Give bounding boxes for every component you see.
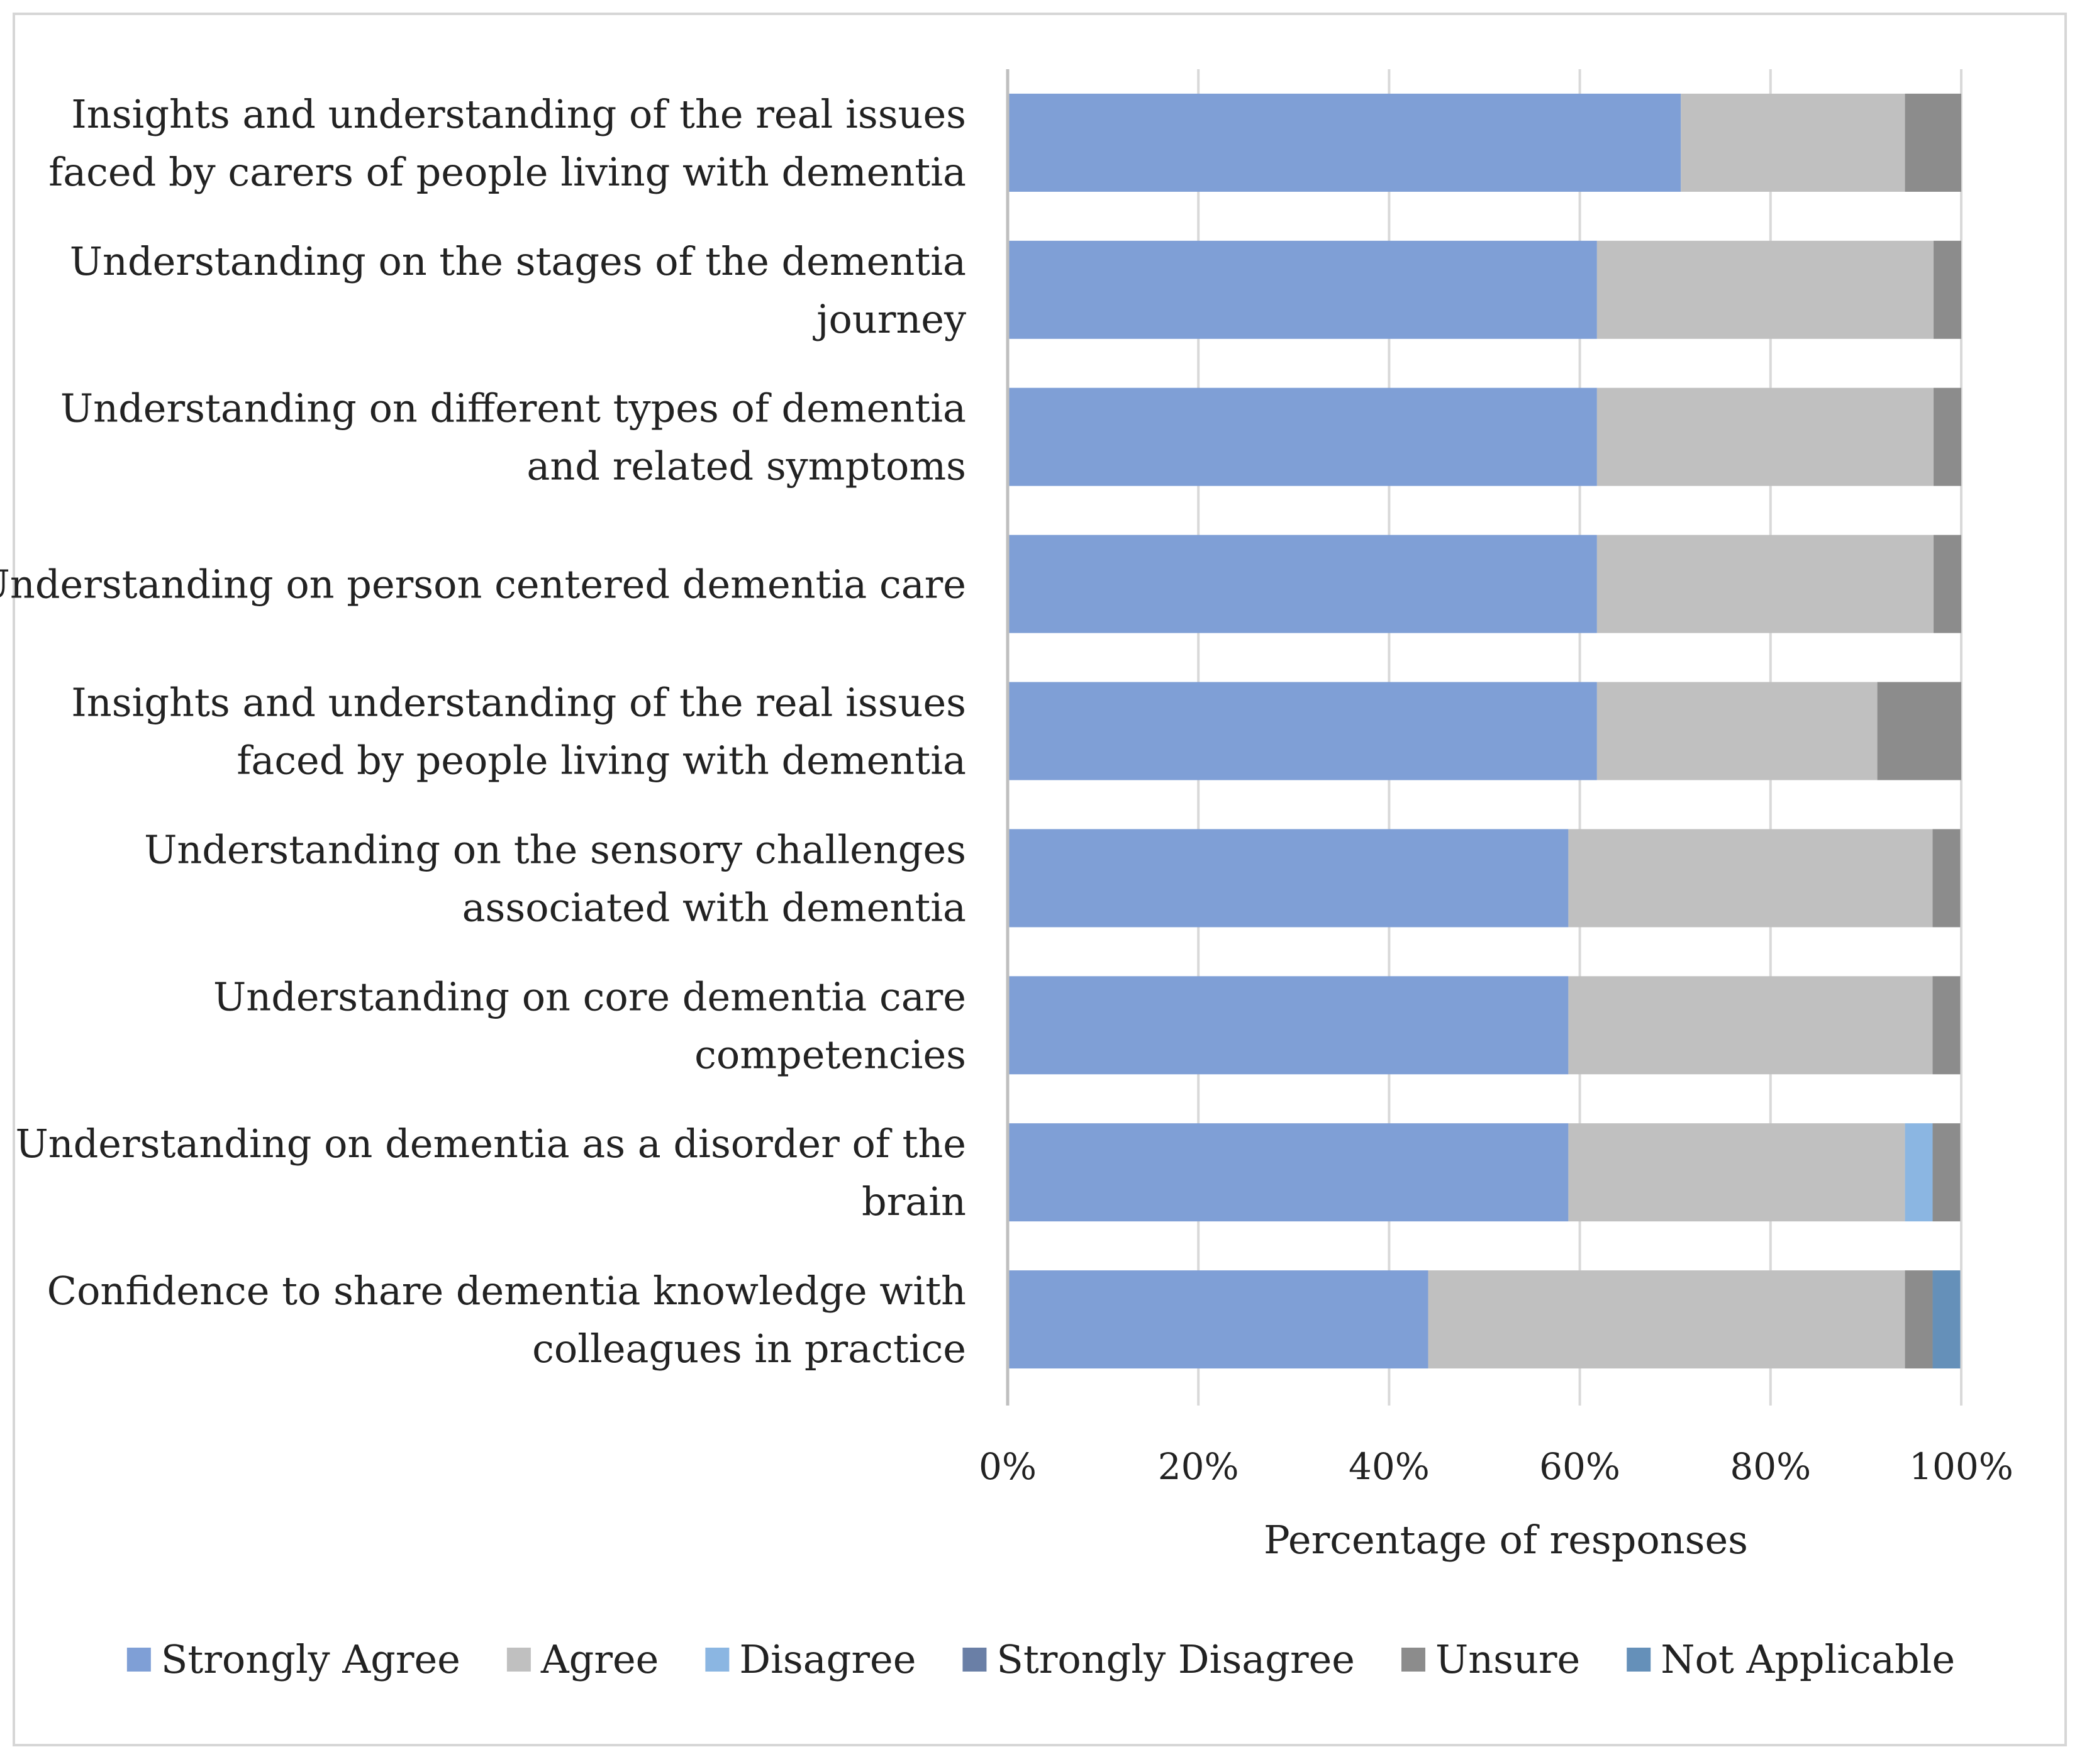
bar-segment — [1596, 240, 1934, 339]
legend-swatch — [1401, 1648, 1425, 1672]
bar-segment — [1568, 976, 1933, 1075]
bar-segment — [1008, 93, 1681, 192]
legend-label: Unsure — [1435, 1636, 1580, 1682]
legend-items: Strongly Agree Agree Disagree Strongly Disa… — [126, 1636, 1955, 1682]
bar-segment — [1934, 240, 1961, 339]
x-tick-label: 100% — [1909, 1445, 2013, 1488]
x-tick-label: 80% — [1730, 1445, 1811, 1488]
bar-segment — [1008, 1270, 1428, 1369]
category-label: Insights and understanding of the real i… — [48, 91, 966, 195]
bar-segment — [1596, 387, 1934, 486]
legend-label: Not Applicable — [1661, 1636, 1955, 1682]
category-label: Understanding on person centered dementi… — [0, 562, 966, 607]
bar-segment — [1568, 829, 1933, 928]
legend-swatch — [962, 1648, 987, 1672]
legend-label: Strongly Agree — [161, 1636, 460, 1682]
bar-segment — [1568, 1123, 1905, 1222]
bar-segment — [1596, 682, 1878, 780]
bar-segment — [1008, 682, 1597, 780]
legend-swatch — [1627, 1648, 1651, 1672]
bar-segment — [1905, 93, 1961, 192]
bar-segment — [1932, 829, 1961, 928]
bars — [1008, 93, 1961, 1369]
x-tick-label: 20% — [1158, 1445, 1239, 1488]
bar-segment — [1905, 1123, 1933, 1222]
bar-segment — [1932, 1123, 1961, 1222]
category-label: Insights and understanding of the real i… — [71, 680, 966, 784]
legend-swatch — [126, 1648, 151, 1672]
category-label: Understanding on core dementia care compe… — [213, 974, 966, 1077]
x-tick-label: 60% — [1539, 1445, 1620, 1488]
bar-segment — [1681, 93, 1905, 192]
bar-segment — [1905, 1270, 1933, 1369]
bar-segment — [1932, 1270, 1961, 1369]
category-label: Understanding on the stages of the demen… — [70, 238, 966, 342]
legend: Strongly Agree Agree Disagree Strongly Disa… — [126, 1636, 1955, 1682]
bar-segment — [1934, 535, 1961, 633]
category-label: Understanding on dementia as a disorder … — [15, 1121, 966, 1224]
bar-segment — [1008, 535, 1597, 633]
bar-segment — [1008, 387, 1597, 486]
bar-segment — [1934, 387, 1961, 486]
legend-swatch — [705, 1648, 730, 1672]
category-label: Confidence to share dementia knowledge w… — [47, 1268, 966, 1372]
legend-swatch — [506, 1648, 531, 1672]
bar-segment — [1428, 1270, 1905, 1369]
x-tick-label: 40% — [1349, 1445, 1430, 1488]
category-label: Understanding on different types of deme… — [60, 386, 966, 489]
category-label: Understanding on the sensory challenges a… — [144, 826, 966, 930]
bar-segment — [1008, 1123, 1569, 1222]
category-labels: Insights and understanding of the real i… — [0, 91, 966, 1372]
bar-segment — [1008, 240, 1597, 339]
x-axis-title: Percentage of responses — [1264, 1517, 1748, 1563]
legend-label: Strongly Disagree — [996, 1636, 1355, 1682]
bar-segment — [1596, 535, 1934, 633]
bar-segment — [1008, 976, 1569, 1075]
bar-segment — [1008, 829, 1569, 928]
bar-segment — [1932, 976, 1961, 1075]
legend-label: Disagree — [739, 1636, 916, 1682]
x-tick-labels: 0% 20% 40% 60% 80% 100% — [979, 1445, 2013, 1488]
legend-label: Agree — [540, 1636, 659, 1682]
x-tick-label: 0% — [979, 1445, 1037, 1488]
bar-segment — [1877, 682, 1961, 780]
